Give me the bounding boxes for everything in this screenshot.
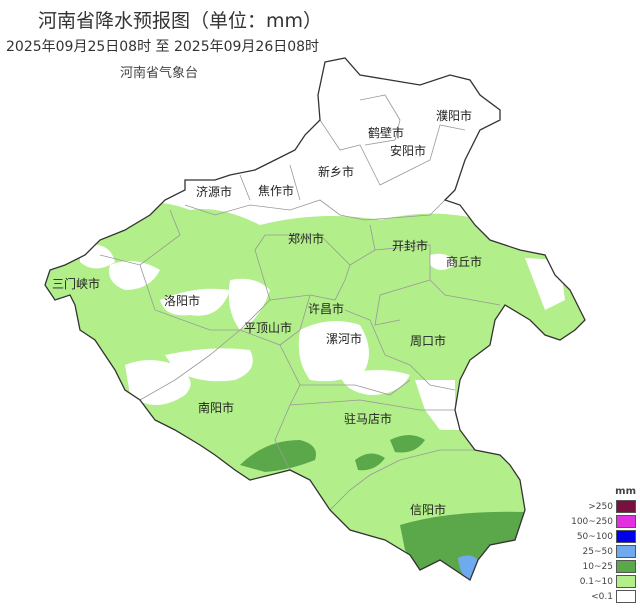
legend-swatch	[616, 590, 636, 603]
legend-label: 0.1~10	[579, 576, 613, 587]
rain-10-25-patch	[240, 440, 316, 472]
legend-item: >250	[566, 499, 636, 514]
city-label-xuchang: 许昌市	[308, 301, 344, 316]
issuer: 河南省气象台	[120, 66, 199, 81]
legend-item: 100~250	[566, 514, 636, 529]
legend-item: 10~25	[566, 559, 636, 574]
legend-item: 0.1~10	[566, 574, 636, 589]
rain-10-25-patch	[400, 511, 525, 580]
city-label-sanmenxia: 三门峡市	[52, 276, 100, 291]
legend-swatch	[616, 575, 636, 588]
legend-label: 10~25	[582, 561, 613, 572]
city-label-puyang: 濮阳市	[436, 108, 472, 123]
no-rain-patch	[109, 261, 230, 316]
city-label-zhengzhou: 郑州市	[288, 231, 324, 246]
legend-swatch	[616, 545, 636, 558]
legend-label: <0.1	[591, 591, 613, 602]
city-label-zhoukou: 周口市	[410, 333, 446, 348]
legend-label: 50~100	[576, 531, 613, 542]
city-label-shangqiu: 商丘市	[446, 254, 482, 269]
forecast-period: 2025年09月25日08时 至 2025年09月26日08时	[6, 39, 320, 55]
legend-swatch	[616, 530, 636, 543]
no-rain-patch	[415, 380, 460, 430]
city-label-kaifeng: 开封市	[392, 238, 428, 253]
city-label-anyang: 安阳市	[390, 143, 426, 158]
no-rain-patch	[228, 278, 270, 330]
legend-item: 50~100	[566, 529, 636, 544]
city-label-jiaozuo: 焦作市	[258, 183, 294, 198]
city-label-luoyang: 洛阳市	[164, 293, 200, 308]
legend-unit: mm	[615, 486, 636, 497]
city-label-hebi: 鹤壁市	[368, 125, 404, 140]
city-label-jiyuan: 济源市	[196, 184, 232, 199]
city-label-xinxiang: 新乡市	[318, 164, 354, 179]
no-rain-patch	[125, 348, 253, 405]
legend-swatch	[616, 515, 636, 528]
rain-10-25-patch	[355, 435, 425, 471]
legend-swatch	[616, 500, 636, 513]
city-label-nanyang: 南阳市	[198, 400, 234, 415]
legend-label: >250	[588, 501, 613, 512]
city-label-xinyang: 信阳市	[410, 502, 446, 517]
legend-swatch	[616, 560, 636, 573]
legend-label: 100~250	[571, 516, 613, 527]
map-title: 河南省降水预报图（单位：mm）	[38, 10, 323, 32]
city-label-zhumadian: 驻马店市	[344, 411, 392, 426]
city-label-pingdingshan: 平顶山市	[244, 320, 292, 335]
legend-item: 25~50	[566, 544, 636, 559]
city-boundaries	[99, 94, 501, 511]
legend: mm >250 100~250 50~100 25~50 10~25 0.1~10 <0.1	[566, 486, 636, 604]
city-label-luohe: 漯河市	[326, 331, 362, 346]
legend-item: <0.1	[566, 589, 636, 604]
legend-label: 25~50	[582, 546, 613, 557]
no-rain-patch	[298, 321, 410, 395]
no-rain-patch	[80, 244, 565, 310]
